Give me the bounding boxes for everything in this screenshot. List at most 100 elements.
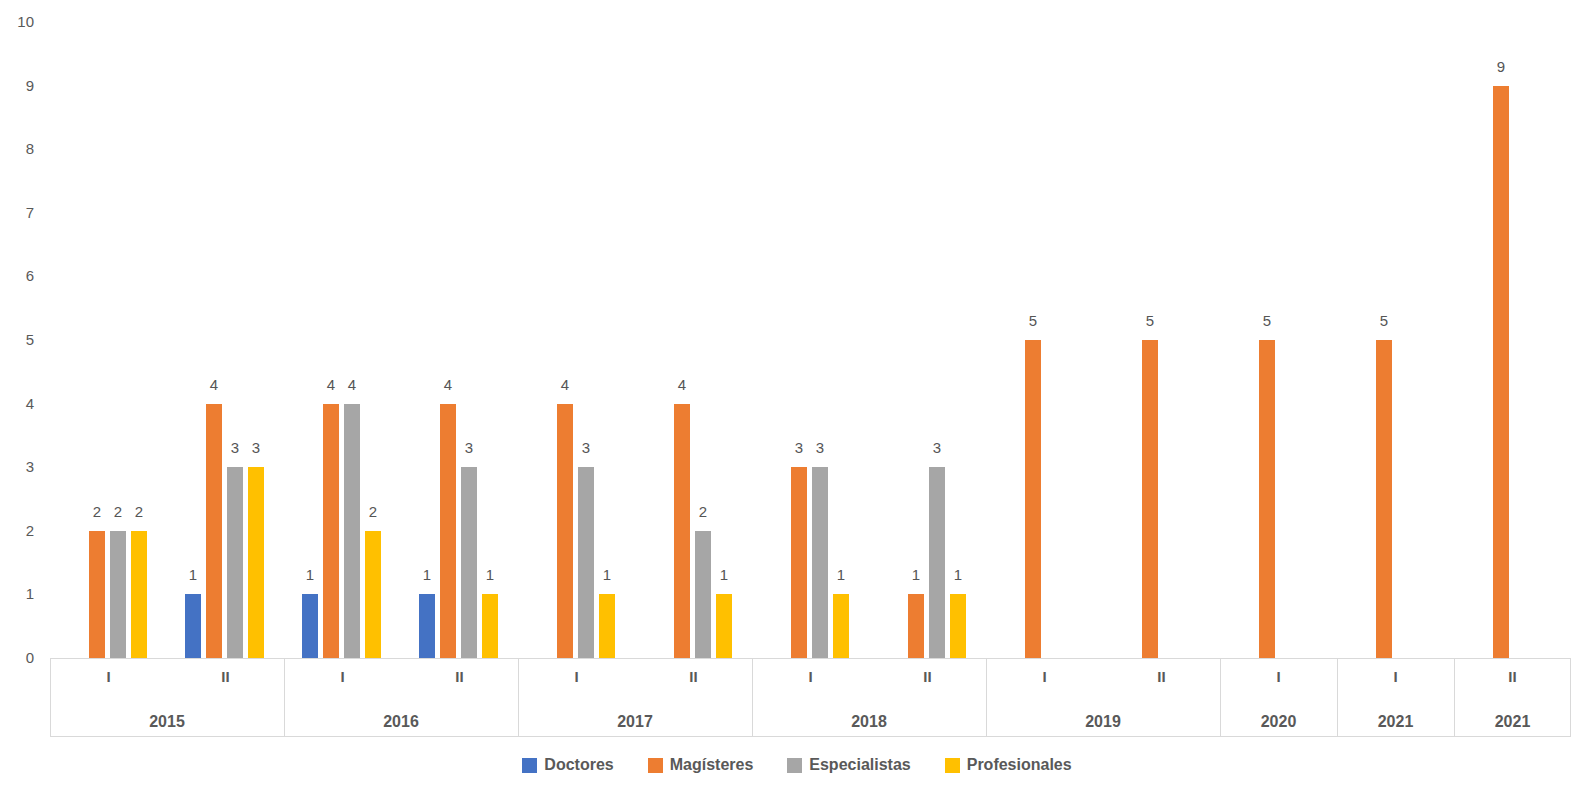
bar-especialistas — [695, 531, 711, 658]
bar-value-label: 4 — [662, 375, 702, 394]
bar-value-label: 5 — [1130, 311, 1170, 330]
x-axis-year-label: 2017 — [518, 712, 752, 732]
bar-value-label: 3 — [800, 438, 840, 457]
legend-item-especialistas: Especialistas — [787, 756, 910, 774]
y-axis-tick-label: 4 — [0, 394, 34, 414]
x-axis-year-label: 2020 — [1220, 712, 1337, 732]
x-axis-year-label: 2016 — [284, 712, 518, 732]
year-group-divider — [1454, 658, 1455, 737]
y-axis-tick-label: 7 — [0, 203, 34, 223]
bar-value-label: 2 — [119, 502, 159, 521]
bar-especialistas — [578, 467, 594, 658]
bar-value-label: 3 — [449, 438, 489, 457]
bar-magísteres — [1142, 340, 1158, 658]
x-axis-year-label: 2015 — [50, 712, 284, 732]
x-axis-period-label: II — [898, 667, 958, 687]
bar-value-label: 5 — [1013, 311, 1053, 330]
y-axis-tick-label: 6 — [0, 266, 34, 286]
bar-profesionales — [482, 594, 498, 658]
bar-value-label: 4 — [194, 375, 234, 394]
y-axis-tick-label: 0 — [0, 648, 34, 668]
bar-profesionales — [131, 531, 147, 658]
x-axis-period-label: II — [664, 667, 724, 687]
bar-value-label: 2 — [353, 502, 393, 521]
x-axis-period-label: I — [1015, 667, 1075, 687]
bar-profesionales — [599, 594, 615, 658]
x-axis-period-label: II — [1132, 667, 1192, 687]
x-axis-period-label: I — [79, 667, 139, 687]
bar-magísteres — [323, 404, 339, 658]
legend-swatch-profesionales — [945, 758, 960, 773]
year-group-divider — [752, 658, 753, 737]
year-group-divider — [1337, 658, 1338, 737]
y-axis-tick-label: 5 — [0, 330, 34, 350]
bar-especialistas — [344, 404, 360, 658]
bar-value-label: 3 — [917, 438, 957, 457]
bar-magísteres — [908, 594, 924, 658]
bar-value-label: 1 — [821, 565, 861, 584]
y-axis-tick-label: 1 — [0, 584, 34, 604]
x-axis-year-label: 2021 — [1454, 712, 1571, 732]
bar-value-label: 3 — [566, 438, 606, 457]
bar-profesionales — [365, 531, 381, 658]
bar-value-label: 1 — [470, 565, 510, 584]
bar-especialistas — [812, 467, 828, 658]
bar-value-label: 4 — [332, 375, 372, 394]
legend-label-magisteres: Magísteres — [670, 756, 754, 774]
year-group-divider — [986, 658, 987, 737]
legend-swatch-magisteres — [648, 758, 663, 773]
bar-doctores — [419, 594, 435, 658]
bar-value-label: 1 — [587, 565, 627, 584]
legend-label-doctores: Doctores — [544, 756, 613, 774]
bar-chart: 012345678910 111244444315555923433233232… — [0, 0, 1594, 800]
bar-doctores — [302, 594, 318, 658]
bar-magísteres — [791, 467, 807, 658]
bar-profesionales — [248, 467, 264, 658]
bar-especialistas — [461, 467, 477, 658]
y-axis-tick-label: 3 — [0, 457, 34, 477]
bar-profesionales — [950, 594, 966, 658]
legend-swatch-especialistas — [787, 758, 802, 773]
bar-value-label: 5 — [1247, 311, 1287, 330]
bar-doctores — [185, 594, 201, 658]
y-axis-tick-label: 10 — [0, 12, 34, 32]
bar-especialistas — [110, 531, 126, 658]
legend: Doctores Magísteres Especialistas Profes… — [0, 752, 1594, 778]
x-axis-period-label: II — [430, 667, 490, 687]
bar-magísteres — [1376, 340, 1392, 658]
y-axis-tick-label: 2 — [0, 521, 34, 541]
bar-value-label: 9 — [1481, 57, 1521, 76]
x-axis-period-label: I — [1249, 667, 1309, 687]
y-axis-tick-label: 9 — [0, 76, 34, 96]
bar-magísteres — [674, 404, 690, 658]
bar-value-label: 2 — [683, 502, 723, 521]
bar-profesionales — [833, 594, 849, 658]
year-group-divider — [1220, 658, 1221, 737]
x-axis-period-label: II — [1483, 667, 1543, 687]
x-axis-year-label: 2019 — [986, 712, 1220, 732]
x-axis-period-label: I — [313, 667, 373, 687]
bar-magísteres — [1259, 340, 1275, 658]
bar-value-label: 1 — [938, 565, 978, 584]
x-axis-year-label: 2021 — [1337, 712, 1454, 732]
bar-magísteres — [89, 531, 105, 658]
bar-value-label: 3 — [236, 438, 276, 457]
bar-value-label: 4 — [545, 375, 585, 394]
y-axis-tick-label: 8 — [0, 139, 34, 159]
legend-label-profesionales: Profesionales — [967, 756, 1072, 774]
bar-value-label: 5 — [1364, 311, 1404, 330]
x-axis-period-label: I — [1366, 667, 1426, 687]
bar-profesionales — [716, 594, 732, 658]
bar-magísteres — [1493, 86, 1509, 658]
bar-value-label: 1 — [704, 565, 744, 584]
bar-value-label: 4 — [428, 375, 468, 394]
legend-item-doctores: Doctores — [522, 756, 613, 774]
year-group-divider — [284, 658, 285, 737]
x-axis-period-label: I — [547, 667, 607, 687]
legend-item-magisteres: Magísteres — [648, 756, 754, 774]
legend-item-profesionales: Profesionales — [945, 756, 1072, 774]
legend-swatch-doctores — [522, 758, 537, 773]
bar-magísteres — [1025, 340, 1041, 658]
x-axis-year-label: 2018 — [752, 712, 986, 732]
bar-especialistas — [929, 467, 945, 658]
